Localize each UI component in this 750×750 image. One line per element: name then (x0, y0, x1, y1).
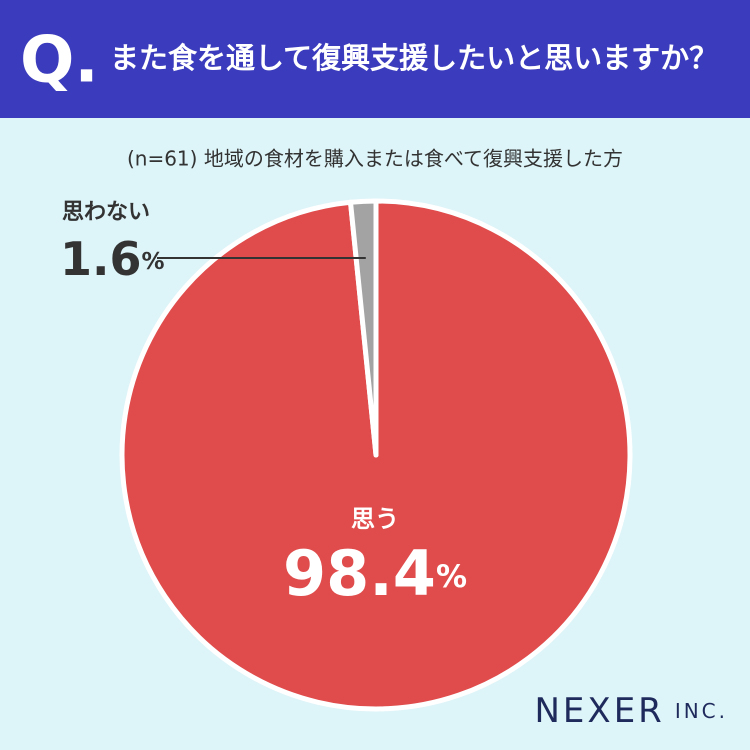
brand: NEXER INC. (534, 691, 728, 731)
chart-subtitle: (n=61) 地域の食材を購入または食べて復興支援した方 (127, 147, 623, 171)
category-label: 思う (351, 505, 399, 533)
brand-name: NEXER (534, 691, 664, 731)
value-label: 1.6% (60, 232, 165, 286)
brand-suffix: INC. (675, 699, 728, 723)
pie-slice (348, 198, 379, 458)
value-number: 98.4 (283, 537, 436, 610)
value-number: 1.6 (60, 232, 142, 286)
value-unit: % (142, 249, 165, 275)
value-label: 98.4% (283, 537, 467, 610)
question-mark: Q. (20, 24, 99, 98)
category-label: 思わない (62, 200, 150, 225)
value-unit: % (436, 559, 467, 595)
chart-title: また食を通して復興支援したいと思いますか？ (110, 41, 718, 75)
header-band (0, 0, 750, 118)
